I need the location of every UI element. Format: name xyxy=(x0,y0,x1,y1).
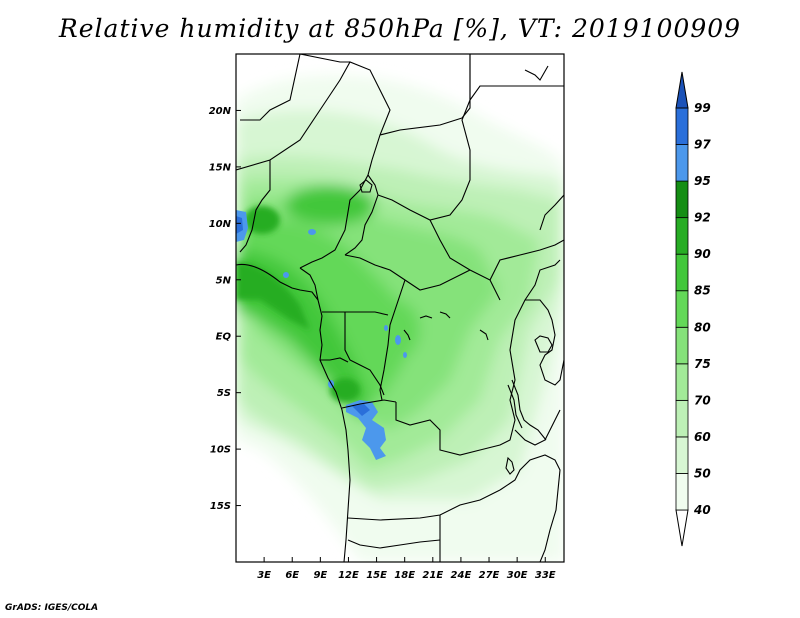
colorbar-bin xyxy=(675,217,689,255)
lon-tick-label: 21E xyxy=(422,570,443,581)
colorbar: 99 97 95 92 90 85 80 75 70 60 50 40 xyxy=(675,71,711,547)
lake-outline xyxy=(534,335,553,353)
colorbar-bin xyxy=(675,253,689,292)
lon-tick-label: 9E xyxy=(313,570,327,581)
chart-title: Relative humidity at 850hPa [%], VT: 201… xyxy=(58,14,742,43)
lat-tick-label: 15N xyxy=(209,162,232,173)
country-border xyxy=(461,54,471,119)
colorbar-label: 50 xyxy=(694,466,711,480)
country-border xyxy=(344,312,385,396)
country-border xyxy=(299,267,319,301)
country-border xyxy=(539,194,564,231)
lat-tick-label: 20N xyxy=(209,106,232,117)
humidity-patch-95 xyxy=(384,325,388,331)
lon-tick-label: 18E xyxy=(394,570,415,581)
colorbar-bin xyxy=(675,436,689,474)
humidity-area-90 xyxy=(244,206,280,234)
grads-credit: GrADS: IGES/COLA xyxy=(5,603,99,613)
country-border xyxy=(524,65,549,81)
humidity-patch-95 xyxy=(283,272,289,278)
country-border xyxy=(377,54,471,221)
country-borders xyxy=(236,54,564,562)
lat-tick-label: 10N xyxy=(209,219,232,230)
country-border xyxy=(322,311,389,316)
lake-outline xyxy=(479,329,489,341)
lon-tick-label: 3E xyxy=(257,570,271,581)
lake-coast xyxy=(511,379,547,441)
country-border xyxy=(320,357,349,363)
colorbar-bin xyxy=(675,399,689,438)
humidity-area-85 xyxy=(370,300,420,360)
country-border xyxy=(429,219,501,301)
country-border xyxy=(341,399,397,409)
country-border xyxy=(240,54,301,121)
colorbar-bin xyxy=(675,473,689,511)
colorbar-upper-triangle xyxy=(675,71,689,109)
colorbar-label: 97 xyxy=(694,138,711,152)
lake-outline xyxy=(505,456,515,475)
humidity-patch-95 xyxy=(308,229,316,235)
colorbar-bin xyxy=(675,290,689,328)
humidity-area-85 xyxy=(285,185,375,225)
colorbar-bin xyxy=(675,180,689,219)
colorbar-bin xyxy=(675,363,689,401)
colorbar-label: 60 xyxy=(694,430,711,444)
coastline xyxy=(236,263,351,562)
country-border xyxy=(347,539,441,549)
country-border xyxy=(239,160,271,253)
colorbar-label: 70 xyxy=(694,393,711,407)
lat-tick-label: EQ xyxy=(216,332,232,343)
lat-tick-label: 15S xyxy=(210,501,231,512)
colorbar-bin xyxy=(675,326,689,365)
lon-tick-label: 12E xyxy=(338,570,359,581)
country-border xyxy=(395,259,561,456)
colorbar-label: 99 xyxy=(694,101,711,115)
country-border xyxy=(489,239,564,281)
lake-outline xyxy=(439,311,451,319)
humidity-patch-95 xyxy=(346,400,386,460)
country-border xyxy=(499,454,561,562)
country-border xyxy=(525,299,564,386)
colorbar-label: 95 xyxy=(694,174,711,188)
country-border xyxy=(359,179,373,193)
lon-tick-label: 15E xyxy=(366,570,387,581)
country-border xyxy=(299,54,350,63)
country-border xyxy=(514,409,561,446)
colorbar-lower-triangle xyxy=(675,509,689,547)
humidity-area-80 xyxy=(240,218,420,400)
country-border xyxy=(379,117,463,136)
lat-tick-label: 5S xyxy=(217,388,231,399)
colorbar-label: 92 xyxy=(694,211,711,225)
lake-coast xyxy=(507,384,523,429)
colorbar-label: 85 xyxy=(694,284,711,298)
humidity-patch-95 xyxy=(395,335,401,345)
humidity-patch-97 xyxy=(352,404,370,416)
lon-tick-label: 24E xyxy=(451,570,472,581)
humidity-area-90 xyxy=(236,262,310,330)
lat-tick-label: 10S xyxy=(210,445,231,456)
colorbar-bin xyxy=(675,107,689,145)
lon-tick-label: 6E xyxy=(285,570,299,581)
lat-tick-label: 5N xyxy=(216,275,232,286)
lake-outline xyxy=(403,329,411,341)
country-border xyxy=(344,174,379,256)
colorbar-label: 40 xyxy=(693,503,711,517)
latitude-ticks: 20N 15N 10N 5N EQ 5S 10S 15S xyxy=(209,106,241,512)
colorbar-label: 80 xyxy=(694,320,711,334)
colorbar-label: 90 xyxy=(694,247,711,261)
colorbar-label: 75 xyxy=(694,357,711,371)
country-border xyxy=(469,85,564,101)
lon-tick-label: 33E xyxy=(535,570,556,581)
humidity-patch-97 xyxy=(236,216,243,234)
longitude-ticks: 3E 6E 9E 12E 15E 18E 21E 24E 27E 30E 33E xyxy=(257,557,556,581)
humidity-patch-95 xyxy=(403,352,407,358)
map-frame xyxy=(235,53,565,563)
lon-tick-label: 30E xyxy=(507,570,528,581)
lake-outline xyxy=(419,315,433,319)
colorbar-bin xyxy=(675,144,689,182)
lon-tick-label: 27E xyxy=(479,570,500,581)
